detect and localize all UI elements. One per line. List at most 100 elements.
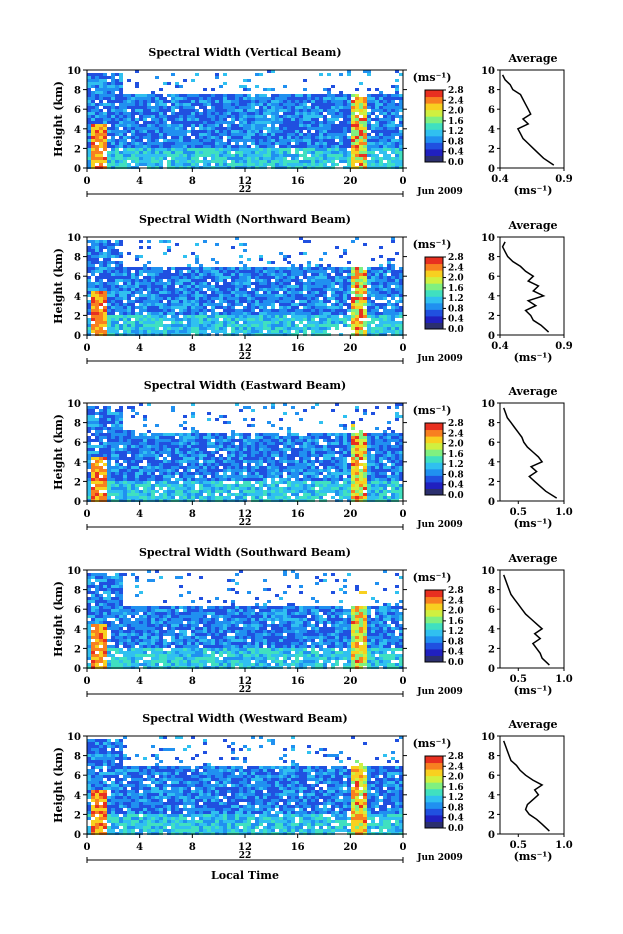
heatmap-cell <box>231 436 235 439</box>
heatmap-cell <box>315 139 319 142</box>
heatmap-cell <box>87 97 91 100</box>
heatmap-cell <box>171 109 175 112</box>
heatmap-cell <box>91 303 95 306</box>
heatmap-cell <box>299 130 303 133</box>
heatmap-cell <box>163 318 167 321</box>
heatmap-cell <box>239 330 243 333</box>
heatmap-cell <box>91 445 95 448</box>
heatmap-cell <box>187 306 191 309</box>
heatmap-cell <box>123 330 127 333</box>
heatmap-cell <box>163 157 167 160</box>
heatmap-cell <box>119 466 123 469</box>
profile-line <box>503 75 554 165</box>
heatmap-cell <box>207 109 211 112</box>
heatmap-cell <box>311 327 315 330</box>
heatmap-cell <box>339 115 343 118</box>
heatmap-cell <box>243 157 247 160</box>
heatmap-cell <box>339 139 343 142</box>
heatmap-cell <box>91 424 95 427</box>
heatmap-cell <box>379 163 383 166</box>
heatmap-cell <box>115 291 119 294</box>
heatmap-cell <box>103 463 107 466</box>
heatmap-cell <box>371 327 375 330</box>
y-tick-label: 8 <box>74 253 81 264</box>
heatmap-cell <box>179 424 183 427</box>
heatmap-cell <box>159 469 163 472</box>
heatmap-cell <box>211 487 215 490</box>
heatmap-cell <box>183 421 187 424</box>
heatmap-cell <box>299 103 303 106</box>
heatmap-cell <box>119 454 123 457</box>
heatmap-cell <box>103 412 107 415</box>
heatmap-cell <box>323 103 327 106</box>
heatmap-cell <box>287 160 291 163</box>
heatmap-cell <box>287 267 291 270</box>
heatmap-cell <box>131 472 135 475</box>
heatmap-cell <box>199 318 203 321</box>
heatmap-cell <box>247 475 251 478</box>
heatmap-cell <box>143 106 147 109</box>
heatmap-cell <box>255 151 259 154</box>
heatmap-cell <box>307 279 311 282</box>
heatmap-cell <box>211 466 215 469</box>
heatmap-cell <box>287 312 291 315</box>
heatmap-cell <box>339 255 343 258</box>
colorbar-tick-label: 0.4 <box>448 315 464 325</box>
heatmap-cell <box>183 415 187 418</box>
heatmap-cell <box>319 124 323 127</box>
heatmap-cell <box>223 309 227 312</box>
heatmap-cell <box>375 309 379 312</box>
heatmap-cell <box>171 139 175 142</box>
heatmap-cell <box>339 121 343 124</box>
heatmap-cell <box>219 136 223 139</box>
heatmap-cell <box>115 130 119 133</box>
heatmap-cell <box>347 303 351 306</box>
heatmap-cell <box>203 124 207 127</box>
heatmap-cell <box>95 157 99 160</box>
heatmap-cell <box>163 484 167 487</box>
heatmap-cell <box>359 303 363 306</box>
heatmap-cell <box>187 475 191 478</box>
heatmap-cell <box>279 273 283 276</box>
heatmap-cell <box>107 436 111 439</box>
heatmap-cell <box>179 100 183 103</box>
heatmap-cell <box>383 109 387 112</box>
heatmap-cell <box>147 151 151 154</box>
heatmap-cell <box>227 285 231 288</box>
heatmap-cell <box>251 496 255 499</box>
heatmap-cell <box>127 436 131 439</box>
heatmap-cell <box>143 327 147 330</box>
heatmap-cell <box>207 285 211 288</box>
heatmap-cell <box>323 312 327 315</box>
x-tick-label: 0 <box>84 176 91 187</box>
heatmap-cell <box>231 318 235 321</box>
profile-y-tick-label: 8 <box>488 253 495 264</box>
profile-y-tick-label: 2 <box>488 311 495 322</box>
heatmap-cell <box>163 469 167 472</box>
colorbar-segment <box>425 277 443 284</box>
heatmap-cell <box>235 318 239 321</box>
heatmap-cell <box>151 436 155 439</box>
heatmap-cell <box>387 318 391 321</box>
heatmap-cell <box>303 330 307 333</box>
heatmap-cell <box>363 282 367 285</box>
heatmap-cell <box>299 115 303 118</box>
heatmap-cell <box>87 445 91 448</box>
heatmap-cell <box>143 315 147 318</box>
heatmap-cell <box>291 157 295 160</box>
heatmap-cell <box>111 133 115 136</box>
heatmap-cell <box>187 163 191 166</box>
heatmap-cell <box>379 121 383 124</box>
heatmap-cell <box>303 300 307 303</box>
heatmap-cell <box>227 276 231 279</box>
heatmap-cell <box>167 439 171 442</box>
heatmap-cell <box>107 487 111 490</box>
heatmap-cell <box>191 439 195 442</box>
heatmap-cell <box>219 139 223 142</box>
heatmap-cell <box>99 249 103 252</box>
heatmap-cell <box>275 94 279 97</box>
heatmap-cell <box>343 130 347 133</box>
heatmap-cell <box>339 282 343 285</box>
heatmap-cell <box>247 151 251 154</box>
heatmap-cell <box>131 276 135 279</box>
